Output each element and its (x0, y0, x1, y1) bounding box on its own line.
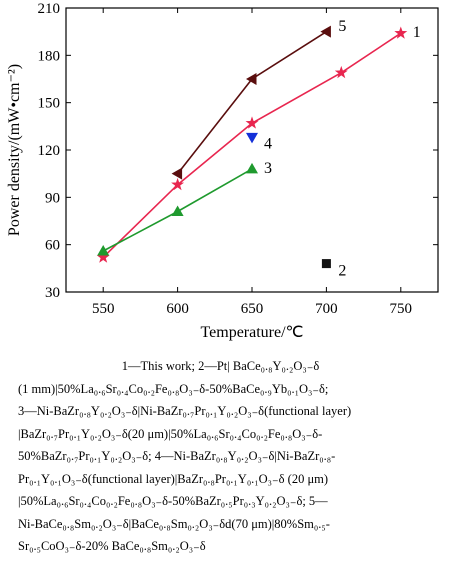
series-label-4: 4 (264, 135, 272, 152)
series-2-point (321, 259, 331, 269)
series-4-point (246, 132, 258, 144)
series-5-line (176, 31, 327, 175)
series-label-2: 2 (338, 263, 346, 280)
caption-line: Ni-BaCe₀.₈Sm₀.₂O₃₋δ|BaCe₀.₈Sm₀.₂O₃₋δd(70… (18, 516, 330, 531)
y-tick-label: 60 (45, 238, 60, 254)
x-tick-label: 650 (241, 301, 264, 317)
x-axis-title: Temperature/℃ (200, 324, 303, 341)
series-label-1: 1 (413, 24, 421, 41)
caption-line: 1—This work; 2—Pt| BaCe₀.₈Y₀.₂O₃₋δ (121, 359, 320, 373)
x-tick-label: 550 (92, 301, 115, 317)
series-3-point (171, 205, 184, 217)
caption-line: |BaZr₀.₇Pr₀.₁Y₀.₂O₃₋δ(20 μm)|50%La₀.₆Sr₀… (18, 426, 323, 441)
y-tick-label: 150 (38, 96, 61, 112)
series-5-point (246, 73, 257, 85)
series-1-point (394, 26, 408, 39)
series-5-point (320, 25, 331, 38)
caption-line: |50%La₀.₆Sr₀.₄Co₀.₂Fe₀.₈O₃₋δ-50%BaZr₀.₅P… (18, 494, 328, 508)
caption-line: Sr₀.₅CoO₃₋δ-20% BaCe₀.₈Sm₀.₂O₃₋δ (18, 539, 206, 553)
series-5-point (171, 167, 183, 180)
series-1 (96, 26, 408, 263)
y-tick-label: 30 (45, 285, 60, 301)
series-2 (321, 259, 331, 269)
caption-line: Pr₀.₁Y₀.₁O₃₋δ(functional layer)|BaZr₀.₈P… (18, 471, 329, 486)
series-1-point (171, 177, 185, 191)
y-tick-label: 180 (38, 48, 61, 64)
x-tick-label: 600 (166, 301, 189, 317)
caption-line: (1 mm)|50%La₀.₆Sr₀.₄Co₀.₂Fe₀.₈O₃₋δ-50%Ba… (18, 381, 329, 396)
caption-line: 50%BaZr₀.₇Pr₀.₁Y₀.₂O₃₋δ; 4—Ni-BaZr₀.₈Y₀.… (18, 449, 336, 463)
y-axis-title: Power density/(mW•cm⁻²) (6, 64, 23, 236)
series-label-5: 5 (338, 18, 346, 35)
series-3 (97, 162, 258, 256)
series-5 (171, 25, 331, 180)
caption-line: 3—Ni-BaZr₀.₈Y₀.₂O₃₋δ|Ni-BaZr₀.₇Pr₀.₁Y₀.₂… (18, 404, 352, 418)
series-1-line (102, 32, 402, 258)
y-tick-label: 210 (38, 1, 61, 17)
series-1-point (334, 65, 348, 79)
series-3-point (97, 244, 110, 256)
power-density-chart: 550 600 650 700 750 30 60 90 120 150 180 210 Tempera… (6, 1, 439, 341)
series-1-point (245, 116, 259, 129)
series-3-point (246, 162, 258, 174)
series-1-point (96, 250, 110, 263)
annotation-layer: 1 2 3 4 5 (264, 18, 421, 280)
x-tick-label: 750 (390, 301, 413, 317)
y-tick-label: 90 (45, 190, 60, 206)
series-label-3: 3 (264, 160, 272, 177)
series-layer (96, 25, 408, 269)
figure-caption: 1—This work; 2—Pt| BaCe₀.₈Y₀.₂O₃₋δ (1 mm)… (18, 355, 423, 558)
axes: 550 600 650 700 750 30 60 90 120 150 180 210 Tempera… (6, 1, 439, 341)
y-tick-label: 120 (38, 143, 61, 159)
plot-frame (65, 7, 439, 293)
series-4 (246, 132, 258, 144)
x-tick-label: 700 (315, 301, 338, 317)
